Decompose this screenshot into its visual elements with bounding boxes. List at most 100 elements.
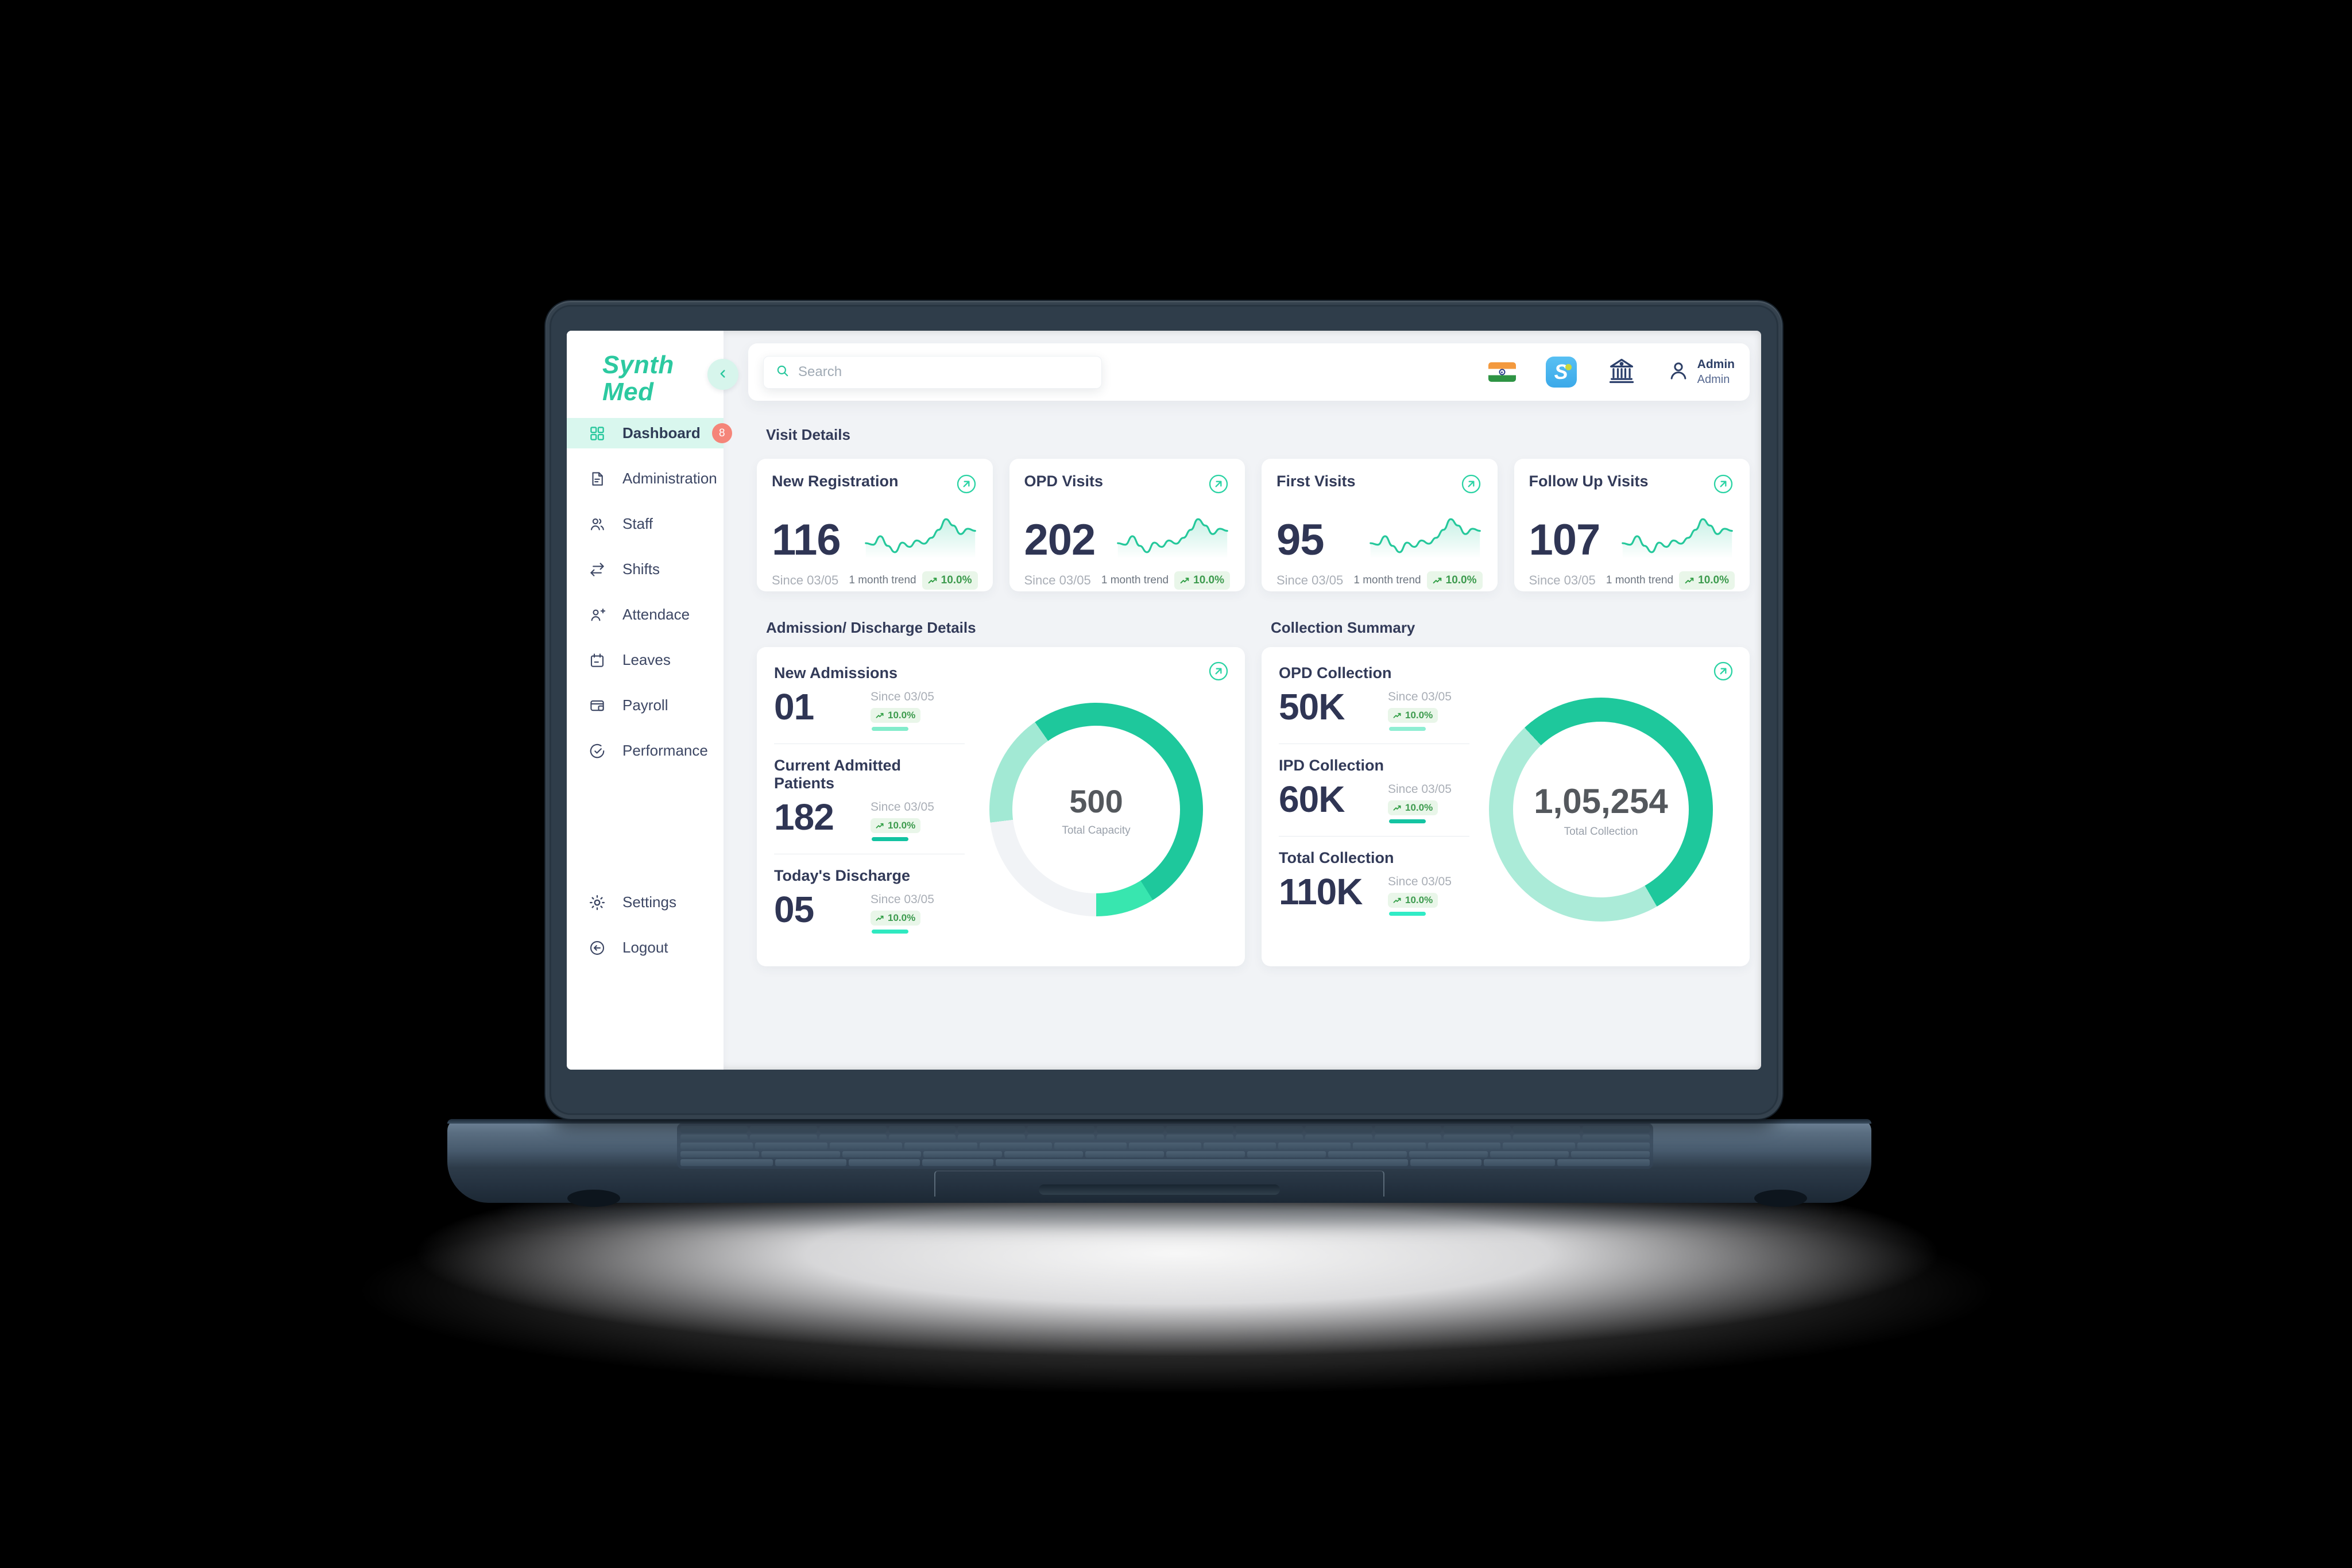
laptop-key — [680, 1126, 748, 1133]
laptop-key — [1577, 1143, 1650, 1149]
stat-value: 05 — [774, 889, 814, 930]
logout-arrow-icon — [589, 939, 606, 957]
search-input[interactable]: Search — [763, 355, 1102, 389]
open-link-icon[interactable] — [1712, 660, 1735, 683]
laptop-key — [1444, 1126, 1511, 1133]
laptop-hinge — [447, 1119, 1871, 1124]
keyboard-row — [680, 1151, 1650, 1158]
sidebar-collapse-button[interactable] — [707, 359, 738, 390]
topbar-icons: S — [1488, 356, 1735, 389]
user-menu[interactable]: Admin Admin — [1666, 357, 1735, 386]
laptop-key — [1583, 1134, 1650, 1141]
since-date-label: Since 03/05 — [1388, 690, 1452, 703]
trend-sparkline-chart — [1369, 518, 1481, 559]
stat-label: OPD Collection — [1279, 664, 1392, 682]
document-icon — [589, 470, 606, 487]
laptop-key — [1097, 1126, 1165, 1133]
dashboard-screen: Synth Med Dashboard 8 — [567, 331, 1761, 1070]
divider — [1279, 836, 1469, 837]
grid-icon — [589, 425, 606, 442]
laptop-key — [1502, 1143, 1575, 1149]
open-link-icon[interactable] — [1460, 473, 1483, 495]
stat-label: Today's Discharge — [774, 867, 911, 884]
stat-value: 182 — [774, 796, 834, 838]
visit-card-value: 107 — [1529, 516, 1601, 564]
laptop-key — [830, 1143, 903, 1149]
sidebar-item[interactable]: Leaves — [567, 645, 724, 675]
stat-underline-bar — [1389, 727, 1426, 731]
trend-up-icon — [1393, 713, 1401, 718]
keyboard-row — [680, 1126, 1650, 1133]
laptop-key — [1484, 1159, 1555, 1166]
open-link-icon[interactable] — [1712, 473, 1735, 495]
sidebar-item-label: Leaves — [622, 651, 671, 669]
since-date-label: Since 03/05 — [1276, 573, 1344, 587]
laptop-key — [958, 1134, 1026, 1141]
visit-card-value: 202 — [1024, 516, 1096, 564]
laptop-key — [1166, 1151, 1245, 1158]
since-date-label: Since 03/05 — [871, 893, 934, 906]
sidebar-item[interactable]: Settings — [567, 887, 724, 917]
laptop-key — [888, 1126, 956, 1133]
s-app-icon[interactable]: S — [1545, 357, 1577, 388]
sidebar-item-label: Performance — [622, 742, 708, 760]
donut-center-value: 500 — [1069, 783, 1123, 819]
trend-up-icon — [876, 915, 884, 921]
main-content: Search S — [724, 331, 1761, 1070]
open-link-icon[interactable] — [955, 473, 978, 495]
panels-row: New Admissions 01 Since 03/05 10 — [757, 647, 1750, 966]
laptop-key — [1305, 1134, 1372, 1141]
laptop-lid-scoop — [1039, 1184, 1280, 1195]
calendar-icon — [589, 652, 606, 669]
stat-label: New Admissions — [774, 664, 898, 682]
laptop-key — [904, 1143, 977, 1149]
sidebar-item[interactable]: Payroll — [567, 690, 724, 721]
open-link-icon[interactable] — [1207, 473, 1230, 495]
admission-discharge-panel: New Admissions 01 Since 03/05 10 — [757, 647, 1245, 966]
app-logo-line2: Med — [602, 378, 654, 406]
trend-badge: 10.0% — [1679, 571, 1735, 590]
stat-underline-bar — [872, 837, 908, 841]
sidebar-item-label: Settings — [622, 893, 676, 911]
since-date-label: Since 03/05 — [1388, 783, 1452, 796]
laptop-key — [888, 1134, 956, 1141]
sidebar-item[interactable]: Dashboard 8 — [567, 418, 732, 449]
stat-value: 60K — [1279, 779, 1345, 820]
stat-value: 110K — [1279, 871, 1363, 912]
trend-up-icon — [928, 577, 937, 583]
trend-sparkline-chart — [1622, 518, 1733, 559]
since-date-label: Since 03/05 — [871, 690, 934, 703]
stat-underline-bar — [872, 930, 908, 934]
since-date-label: Since 03/05 — [871, 800, 934, 814]
app-logo-line1: Synth — [602, 351, 674, 379]
laptop-key — [1235, 1126, 1303, 1133]
india-flag-icon[interactable] — [1488, 362, 1516, 382]
stat-label: Current Admitted Patients — [774, 757, 901, 792]
trend-up-icon — [876, 823, 884, 828]
keyboard-row — [680, 1143, 1650, 1149]
laptop-key — [1583, 1126, 1650, 1133]
sidebar-item[interactable]: Performance — [567, 735, 724, 766]
trend-up-icon — [1433, 577, 1441, 583]
stat-value: 01 — [774, 686, 814, 727]
laptop-key — [755, 1143, 828, 1149]
sidebar-item[interactable]: Attendace — [567, 599, 724, 630]
stat-underline-bar — [872, 727, 908, 731]
sidebar-item[interactable]: Shifts — [567, 554, 724, 584]
laptop-key — [680, 1159, 773, 1166]
check-circle-icon — [589, 742, 606, 760]
trend-badge: 10.0% — [871, 818, 921, 833]
sidebar-item[interactable]: Staff — [567, 509, 724, 539]
sidebar-item[interactable]: Logout — [567, 932, 724, 963]
since-date-label: Since 03/05 — [772, 573, 839, 587]
people-icon — [589, 516, 606, 533]
stat-underline-bar — [1389, 819, 1426, 823]
sidebar-item-label: Payroll — [622, 696, 668, 714]
trend-badge: 10.0% — [922, 571, 978, 590]
laptop-key — [1410, 1159, 1482, 1166]
sidebar-item[interactable]: Administration — [567, 463, 724, 494]
hospital-dashboard-app: Synth Med Dashboard 8 — [567, 331, 1761, 1070]
bank-icon[interactable] — [1607, 356, 1637, 389]
open-link-icon[interactable] — [1207, 660, 1230, 683]
laptop-keyboard — [677, 1123, 1653, 1169]
